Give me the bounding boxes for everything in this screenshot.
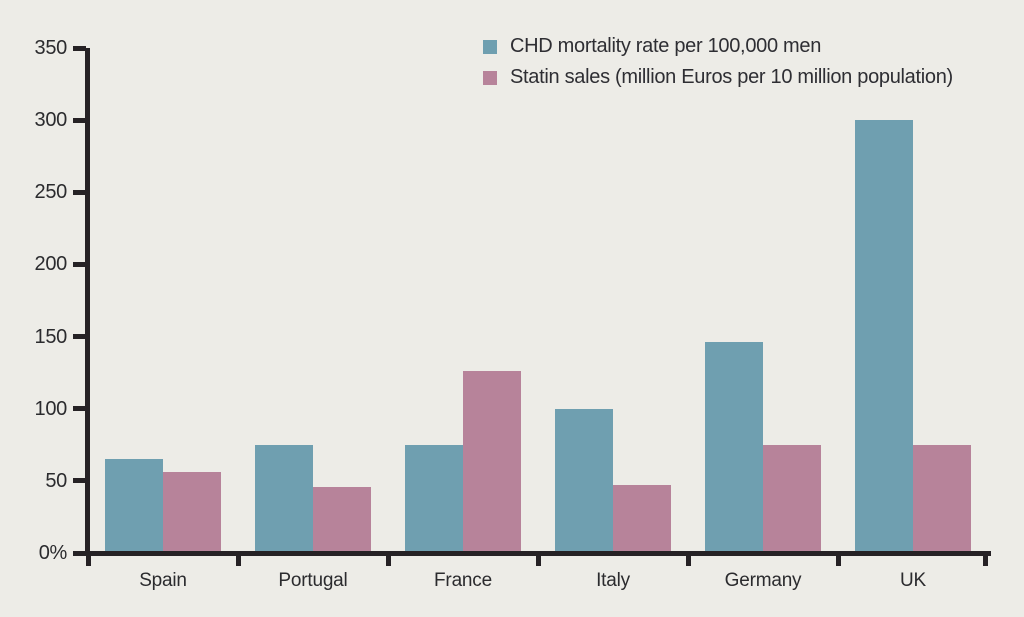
bar-uk-chd bbox=[855, 120, 913, 553]
legend-swatch-chd-icon bbox=[483, 39, 497, 54]
y-tick bbox=[73, 261, 86, 267]
y-tick-label: 300 bbox=[34, 109, 68, 132]
bar-portugal-chd bbox=[255, 444, 313, 553]
y-tick-label: 100 bbox=[34, 397, 68, 420]
legend-row-chd: CHD mortality rate per 100,000 men bbox=[483, 35, 953, 57]
bar-uk-statin bbox=[913, 444, 971, 553]
x-axis-label: Germany bbox=[724, 570, 802, 591]
x-tick bbox=[385, 550, 391, 566]
bar-france-statin bbox=[463, 371, 521, 553]
bar-spain-chd bbox=[105, 459, 163, 553]
bar-italy-statin bbox=[613, 485, 671, 553]
y-tick-label: 350 bbox=[34, 37, 68, 59]
legend-label-chd: CHD mortality rate per 100,000 men bbox=[510, 35, 822, 57]
x-tick bbox=[685, 550, 691, 566]
x-axis-label: Portugal bbox=[278, 570, 348, 591]
bar-germany-chd bbox=[705, 342, 763, 553]
y-tick-label: 150 bbox=[34, 325, 68, 348]
x-axis-label: Spain bbox=[139, 570, 187, 591]
y-tick bbox=[73, 45, 86, 51]
bar-germany-statin bbox=[763, 444, 821, 553]
x-tick bbox=[85, 550, 91, 566]
bar-italy-chd bbox=[555, 408, 613, 553]
y-tick-label: 0% bbox=[38, 542, 68, 564]
y-axis bbox=[85, 48, 90, 556]
y-tick bbox=[73, 406, 86, 412]
y-tick-label: 200 bbox=[34, 253, 68, 276]
x-axis-label: France bbox=[434, 570, 492, 591]
x-tick bbox=[535, 550, 541, 566]
legend-label-statin: Statin sales (million Euros per 10 milli… bbox=[510, 66, 953, 88]
y-tick bbox=[73, 334, 86, 340]
x-axis-label: UK bbox=[900, 570, 926, 591]
x-tick bbox=[235, 550, 241, 566]
bar-portugal-statin bbox=[313, 486, 371, 553]
y-tick-label: 250 bbox=[34, 181, 68, 204]
bar-france-chd bbox=[405, 444, 463, 553]
y-tick bbox=[73, 117, 86, 123]
legend-swatch-statin-icon bbox=[483, 70, 497, 85]
x-tick bbox=[983, 550, 988, 566]
bar-spain-statin bbox=[163, 472, 221, 553]
x-tick bbox=[835, 550, 841, 566]
y-tick bbox=[73, 189, 86, 195]
y-tick bbox=[73, 550, 86, 556]
chart-legend: CHD mortality rate per 100,000 men Stati… bbox=[483, 35, 953, 98]
x-axis-label: Italy bbox=[596, 570, 630, 591]
y-tick bbox=[73, 478, 86, 484]
y-tick-label: 50 bbox=[45, 469, 67, 492]
legend-row-statin: Statin sales (million Euros per 10 milli… bbox=[483, 66, 953, 88]
